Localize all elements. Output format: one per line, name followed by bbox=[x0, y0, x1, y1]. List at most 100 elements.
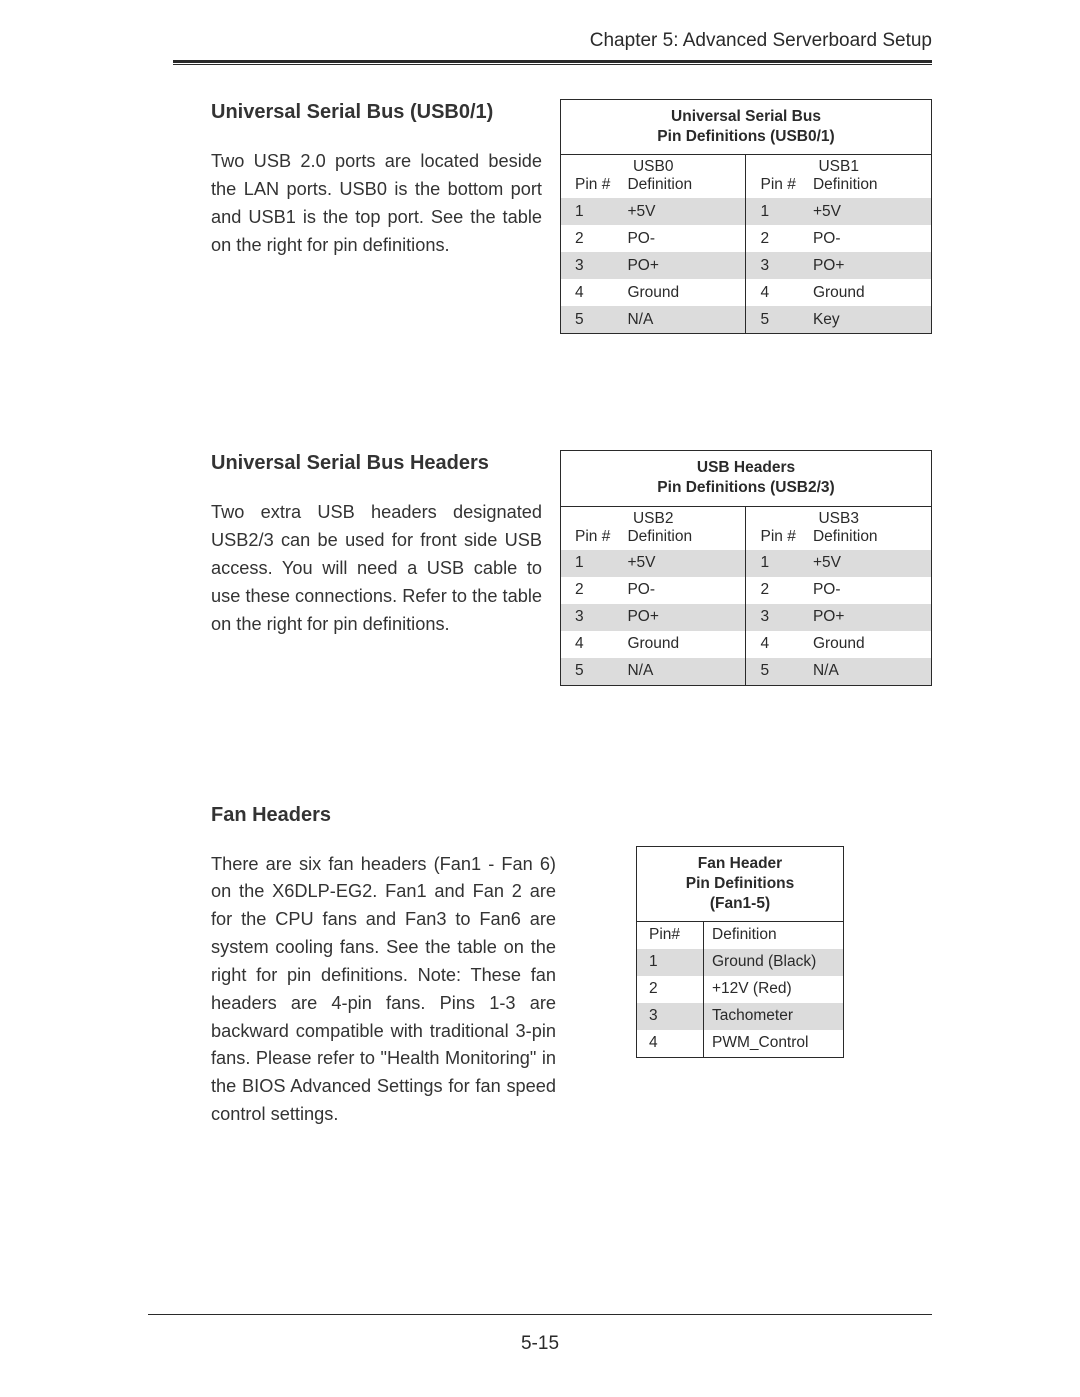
pin-cell: 3 bbox=[561, 604, 620, 631]
table-row: 5N/A5N/A bbox=[561, 658, 932, 686]
def-cell: PO+ bbox=[619, 604, 746, 631]
pin-cell: 4 bbox=[561, 279, 620, 306]
section-usb23: Universal Serial Bus Headers Two extra U… bbox=[173, 450, 932, 685]
def-cell: Tachometer bbox=[704, 1003, 844, 1030]
table-row: 1+5V1+5V bbox=[561, 550, 932, 577]
table-row: 2PO-2PO- bbox=[561, 225, 932, 252]
section-fan: Fan Headers There are six fan headers (F… bbox=[173, 802, 932, 1129]
def-cell: PO- bbox=[619, 577, 746, 604]
section-usb01-table-col: Universal Serial Bus Pin Definitions (US… bbox=[572, 99, 932, 334]
table-row: 5N/A5Key bbox=[561, 306, 932, 334]
section-usb23-text: Universal Serial Bus Headers Two extra U… bbox=[211, 450, 542, 638]
pin-cell: 3 bbox=[746, 252, 805, 279]
usb23-left-label: USB2 bbox=[561, 506, 746, 528]
def-cell: N/A bbox=[619, 658, 746, 686]
def-cell: PO+ bbox=[805, 252, 932, 279]
pin-cell: 3 bbox=[746, 604, 805, 631]
usb01-right-label: USB1 bbox=[746, 155, 932, 177]
section-fan-heading: Fan Headers bbox=[211, 802, 556, 829]
chapter-header: Chapter 5: Advanced Serverboard Setup bbox=[173, 30, 932, 52]
pin-cell: 2 bbox=[637, 976, 704, 1003]
usb23-col-def-l: Definition bbox=[619, 528, 746, 550]
def-cell: PO+ bbox=[805, 604, 932, 631]
pin-cell: 4 bbox=[637, 1030, 704, 1058]
def-cell: +12V (Red) bbox=[704, 976, 844, 1003]
pin-cell: 1 bbox=[746, 550, 805, 577]
usb01-col-def-l: Definition bbox=[619, 176, 746, 198]
header-rule-thick bbox=[173, 60, 932, 63]
fan-col-pin: Pin# bbox=[637, 921, 704, 949]
table-row: 2+12V (Red) bbox=[637, 976, 844, 1003]
footer-rule bbox=[148, 1314, 932, 1315]
def-cell: N/A bbox=[619, 306, 746, 334]
document-page: Chapter 5: Advanced Serverboard Setup Un… bbox=[0, 0, 1080, 1397]
fan-col-def: Definition bbox=[704, 921, 844, 949]
table-row: 1Ground (Black) bbox=[637, 949, 844, 976]
pin-cell: 3 bbox=[637, 1003, 704, 1030]
pin-cell: 5 bbox=[746, 658, 805, 686]
pin-cell: 2 bbox=[561, 577, 620, 604]
def-cell: PO- bbox=[805, 577, 932, 604]
section-usb01-text: Universal Serial Bus (USB0/1) Two USB 2.… bbox=[211, 99, 542, 259]
table-row: 1+5V1+5V bbox=[561, 198, 932, 225]
table-row: 4PWM_Control bbox=[637, 1030, 844, 1058]
section-usb01-paragraph: Two USB 2.0 ports are located beside the… bbox=[211, 148, 542, 259]
table-row: 4Ground4Ground bbox=[561, 631, 932, 658]
pin-cell: 5 bbox=[561, 658, 620, 686]
section-fan-table-col: Fan Header Pin Definitions (Fan1-5) Pin#… bbox=[586, 802, 932, 1058]
fan-table-title: Fan Header Pin Definitions (Fan1-5) bbox=[637, 846, 844, 921]
usb23-table: USB Headers Pin Definitions (USB2/3) USB… bbox=[560, 450, 932, 685]
def-cell: Ground bbox=[619, 279, 746, 306]
def-cell: +5V bbox=[805, 550, 932, 577]
fan-table: Fan Header Pin Definitions (Fan1-5) Pin#… bbox=[636, 846, 844, 1058]
def-cell: N/A bbox=[805, 658, 932, 686]
section-usb01-heading: Universal Serial Bus (USB0/1) bbox=[211, 99, 542, 126]
pin-cell: 1 bbox=[746, 198, 805, 225]
pin-cell: 2 bbox=[746, 577, 805, 604]
def-cell: PO- bbox=[619, 225, 746, 252]
section-usb23-paragraph: Two extra USB headers designated USB2/3 … bbox=[211, 499, 542, 638]
def-cell: +5V bbox=[805, 198, 932, 225]
pin-cell: 1 bbox=[561, 198, 620, 225]
header-rule-thin bbox=[173, 64, 932, 65]
usb01-col-pin-r: Pin # bbox=[746, 176, 805, 198]
pin-cell: 5 bbox=[746, 306, 805, 334]
table-row: 3PO+3PO+ bbox=[561, 252, 932, 279]
pin-cell: 4 bbox=[561, 631, 620, 658]
page-number: 5-15 bbox=[0, 1333, 1080, 1355]
table-row: 3PO+3PO+ bbox=[561, 604, 932, 631]
pin-cell: 1 bbox=[637, 949, 704, 976]
usb01-table-title: Universal Serial Bus Pin Definitions (US… bbox=[561, 100, 932, 155]
def-cell: +5V bbox=[619, 550, 746, 577]
table-row: 4Ground4Ground bbox=[561, 279, 932, 306]
def-cell: Ground bbox=[805, 631, 932, 658]
def-cell: Ground bbox=[805, 279, 932, 306]
table-row: 3Tachometer bbox=[637, 1003, 844, 1030]
pin-cell: 2 bbox=[746, 225, 805, 252]
pin-cell: 4 bbox=[746, 279, 805, 306]
pin-cell: 4 bbox=[746, 631, 805, 658]
usb01-left-label: USB0 bbox=[561, 155, 746, 177]
usb23-right-label: USB3 bbox=[746, 506, 932, 528]
pin-cell: 1 bbox=[561, 550, 620, 577]
def-cell: Key bbox=[805, 306, 932, 334]
def-cell: PO- bbox=[805, 225, 932, 252]
section-usb23-table-col: USB Headers Pin Definitions (USB2/3) USB… bbox=[572, 450, 932, 685]
section-fan-paragraph: There are six fan headers (Fan1 - Fan 6)… bbox=[211, 851, 556, 1129]
def-cell: Ground bbox=[619, 631, 746, 658]
usb23-col-pin-r: Pin # bbox=[746, 528, 805, 550]
usb01-col-pin-l: Pin # bbox=[561, 176, 620, 198]
table-row: 2PO-2PO- bbox=[561, 577, 932, 604]
pin-cell: 5 bbox=[561, 306, 620, 334]
pin-cell: 2 bbox=[561, 225, 620, 252]
def-cell: PO+ bbox=[619, 252, 746, 279]
usb01-table: Universal Serial Bus Pin Definitions (US… bbox=[560, 99, 932, 334]
def-cell: +5V bbox=[619, 198, 746, 225]
section-usb01: Universal Serial Bus (USB0/1) Two USB 2.… bbox=[173, 99, 932, 334]
section-fan-text: Fan Headers There are six fan headers (F… bbox=[211, 802, 556, 1129]
usb23-col-pin-l: Pin # bbox=[561, 528, 620, 550]
usb01-col-def-r: Definition bbox=[805, 176, 932, 198]
def-cell: Ground (Black) bbox=[704, 949, 844, 976]
pin-cell: 3 bbox=[561, 252, 620, 279]
usb23-table-title: USB Headers Pin Definitions (USB2/3) bbox=[561, 451, 932, 506]
